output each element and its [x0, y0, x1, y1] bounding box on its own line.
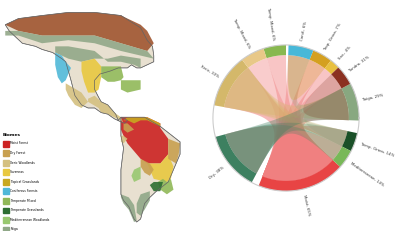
Text: Taiga: Taiga — [10, 228, 18, 232]
Polygon shape — [225, 125, 342, 173]
Polygon shape — [55, 46, 141, 68]
Text: Mediterranean, 14%: Mediterranean, 14% — [350, 161, 385, 187]
Polygon shape — [288, 55, 325, 100]
Polygon shape — [5, 13, 154, 51]
Polygon shape — [137, 191, 150, 216]
Polygon shape — [141, 159, 154, 176]
Polygon shape — [262, 131, 342, 181]
Text: Dry, 38%: Dry, 38% — [209, 166, 226, 180]
Polygon shape — [150, 182, 163, 191]
Polygon shape — [224, 68, 342, 160]
Bar — [3, 207, 8, 213]
Polygon shape — [101, 66, 124, 82]
Bar — [3, 141, 8, 147]
Polygon shape — [288, 45, 313, 60]
Text: Temp. Mixed, 6%: Temp. Mixed, 6% — [232, 18, 251, 49]
Polygon shape — [124, 123, 134, 133]
Bar — [3, 150, 8, 156]
Polygon shape — [310, 50, 331, 68]
Text: Dry Forest: Dry Forest — [10, 151, 25, 155]
Polygon shape — [121, 194, 137, 222]
Polygon shape — [262, 126, 348, 181]
Polygon shape — [82, 59, 101, 93]
Polygon shape — [121, 117, 168, 164]
Text: Biomes: Biomes — [3, 133, 21, 137]
Text: Temperate Grasslands: Temperate Grasslands — [10, 208, 44, 212]
Polygon shape — [248, 58, 333, 181]
Text: Sav., 4%: Sav., 4% — [337, 46, 352, 61]
Polygon shape — [225, 88, 349, 173]
Bar — [3, 179, 8, 185]
Polygon shape — [333, 147, 351, 167]
Polygon shape — [259, 160, 340, 191]
Polygon shape — [168, 139, 180, 164]
Polygon shape — [331, 67, 350, 88]
Polygon shape — [262, 55, 333, 181]
Text: Taiga, 29%: Taiga, 29% — [362, 93, 384, 102]
Text: Tropical Grasslands: Tropical Grasslands — [10, 180, 39, 184]
Text: Moist, 65%: Moist, 65% — [302, 194, 310, 216]
Polygon shape — [304, 88, 349, 147]
Text: Trop. Grass, 7%: Trop. Grass, 7% — [324, 22, 342, 51]
Polygon shape — [224, 68, 348, 147]
Polygon shape — [121, 117, 160, 126]
Polygon shape — [5, 31, 154, 59]
Text: Mediterranean Woodlands: Mediterranean Woodlands — [10, 218, 49, 222]
Text: Xeric, 33%: Xeric, 33% — [200, 64, 220, 78]
Polygon shape — [214, 60, 248, 107]
Bar — [3, 227, 8, 232]
Polygon shape — [121, 117, 180, 222]
Polygon shape — [325, 60, 338, 74]
Polygon shape — [88, 96, 124, 123]
Bar — [3, 169, 8, 175]
Polygon shape — [242, 48, 266, 68]
Text: Temp. Mixed, 6%: Temp. Mixed, 6% — [266, 7, 276, 40]
Text: Conif., 6%: Conif., 6% — [300, 21, 308, 41]
Polygon shape — [288, 55, 349, 120]
Polygon shape — [5, 13, 154, 123]
Polygon shape — [66, 83, 88, 108]
Text: Tundra, 31%: Tundra, 31% — [349, 56, 371, 73]
Polygon shape — [342, 131, 358, 151]
Polygon shape — [262, 74, 342, 181]
Polygon shape — [303, 74, 349, 120]
Polygon shape — [264, 45, 286, 58]
Polygon shape — [262, 60, 333, 181]
Polygon shape — [224, 68, 349, 120]
Polygon shape — [262, 55, 333, 181]
Polygon shape — [262, 88, 349, 181]
Polygon shape — [225, 123, 348, 173]
Bar — [3, 188, 8, 194]
Polygon shape — [224, 68, 333, 181]
Polygon shape — [225, 126, 333, 181]
Bar — [3, 217, 8, 223]
Bar — [3, 198, 8, 204]
Text: Coniferous Forests: Coniferous Forests — [10, 189, 37, 193]
Polygon shape — [132, 167, 141, 182]
Polygon shape — [262, 68, 333, 181]
Text: Moist Forest: Moist Forest — [10, 141, 28, 145]
Polygon shape — [147, 154, 174, 182]
Polygon shape — [342, 84, 359, 121]
Text: Savannas: Savannas — [10, 170, 25, 174]
Text: Temperate Mixed: Temperate Mixed — [10, 199, 36, 203]
Polygon shape — [55, 52, 71, 83]
Polygon shape — [158, 179, 174, 194]
Bar — [3, 160, 8, 166]
Polygon shape — [121, 80, 141, 93]
Text: Xeric Woodlands: Xeric Woodlands — [10, 160, 35, 164]
Polygon shape — [121, 136, 128, 143]
Polygon shape — [216, 134, 256, 182]
Text: Temp. Grass, 14%: Temp. Grass, 14% — [360, 143, 394, 158]
